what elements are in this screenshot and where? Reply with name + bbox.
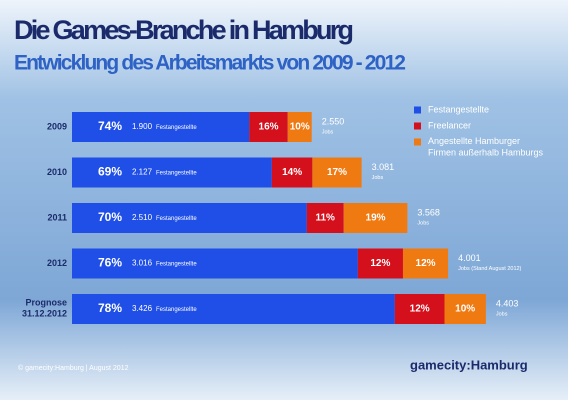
staff-label: 1.900 <box>132 122 153 131</box>
bar-segment <box>72 203 307 233</box>
bar-segment <box>357 248 403 279</box>
staff-label: 2.510 <box>132 213 153 222</box>
value-label: 12% <box>410 304 430 315</box>
bar-segment <box>271 157 313 188</box>
value-label: 19% <box>366 213 386 224</box>
total-unit: Jobs <box>322 129 334 135</box>
category-label: 2009 <box>47 121 67 131</box>
value-label: 11% <box>315 213 335 224</box>
bar-segment <box>72 294 395 324</box>
total-label: 3.081 <box>372 162 395 172</box>
value-label: 17% <box>327 167 347 178</box>
value-label: 78% <box>98 301 122 315</box>
value-label: 10% <box>455 304 475 315</box>
staff-unit: Festangestellte <box>156 171 197 177</box>
bar-segment <box>249 112 288 142</box>
category-label: 2010 <box>47 167 67 177</box>
logo: gamecity:Hamburg <box>410 357 528 372</box>
bar-segment <box>343 203 408 233</box>
bar-segment <box>312 157 362 188</box>
value-label: 16% <box>259 122 279 133</box>
footer: © gamecity:Hamburg | August 2012 <box>18 364 129 372</box>
legend-label: Festangestellte <box>428 104 489 114</box>
staff-unit: Festangestellte <box>156 307 197 313</box>
legend-swatch <box>414 138 421 146</box>
staff-label: 3.016 <box>132 259 153 268</box>
value-label: 12% <box>416 258 436 269</box>
total-unit: Jobs <box>372 175 384 181</box>
total-unit: Jobs (Stand August 2012) <box>458 266 521 272</box>
staff-label: 3.426 <box>132 304 153 313</box>
legend-swatch <box>414 122 421 130</box>
bar-segment <box>394 294 445 324</box>
bar-segment <box>306 203 344 233</box>
staff-label: 2.127 <box>132 168 153 177</box>
value-label: 70% <box>98 210 122 224</box>
value-label: 76% <box>98 256 122 270</box>
category-label: 2011 <box>47 212 67 222</box>
total-unit: Jobs <box>417 220 429 226</box>
total-label: 4.403 <box>496 298 519 308</box>
legend-label: Angestellte Hamburger Firmen außerhalb Ha… <box>428 136 544 158</box>
value-label: 10% <box>290 122 310 133</box>
legend-swatch <box>414 106 421 114</box>
category-label: 2012 <box>47 258 67 268</box>
staff-unit: Festangestellte <box>156 216 197 222</box>
bar-segment <box>402 248 449 279</box>
value-label: 14% <box>282 167 302 178</box>
value-label: 74% <box>98 119 122 133</box>
title: Die Games-Branche in Hamburg <box>14 15 354 45</box>
bar-segment <box>444 294 486 324</box>
staff-unit: Festangestellte <box>156 125 197 131</box>
total-label: 2.550 <box>322 116 345 126</box>
subtitle: Entwicklung des Arbeitsmarkts von 2009 -… <box>14 52 406 75</box>
category-label: Prognose 31.12.2012 <box>22 298 67 319</box>
staff-unit: Festangestellte <box>156 262 197 268</box>
total-unit: Jobs <box>496 311 508 317</box>
total-label: 4.001 <box>458 253 481 263</box>
value-label: 69% <box>98 165 122 179</box>
value-label: 12% <box>370 258 390 269</box>
legend-label: Freelancer <box>428 120 471 130</box>
bar-segment <box>72 157 272 188</box>
total-label: 3.568 <box>417 207 440 217</box>
bar-segment <box>72 112 250 142</box>
bar-segment <box>287 112 312 142</box>
bar-segment <box>72 248 358 279</box>
